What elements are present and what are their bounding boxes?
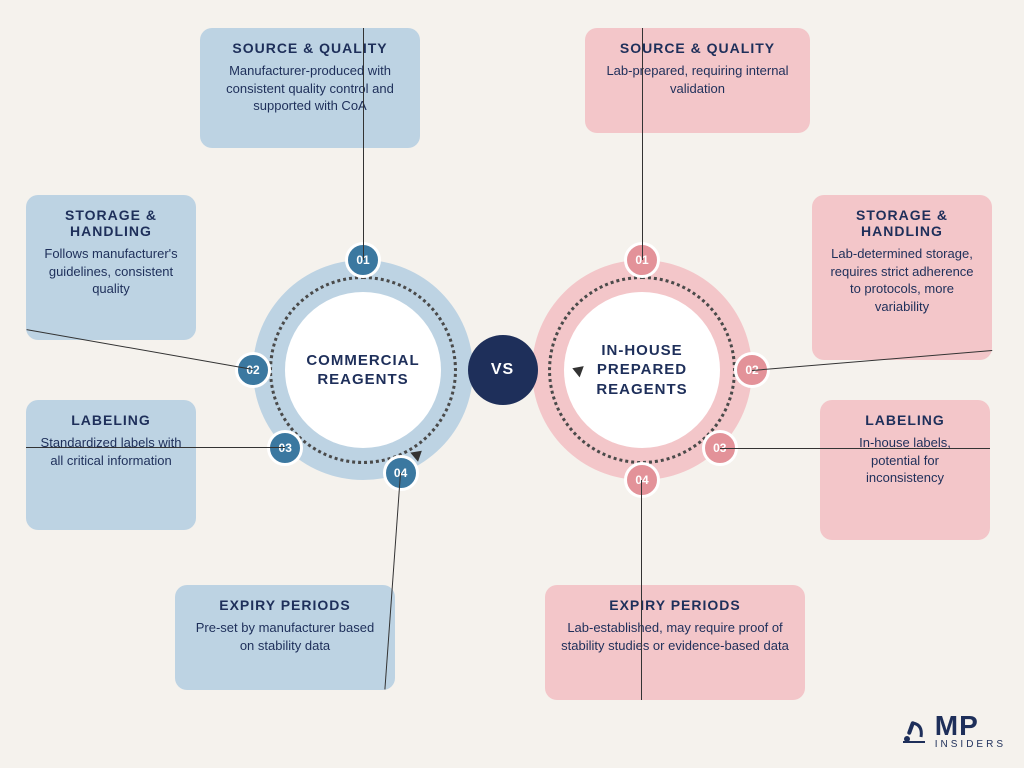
card-title: STORAGE & HANDLING [826, 207, 978, 239]
right-ring-title: IN-HOUSE PREPARED REAGENTS [564, 341, 720, 400]
badge-02: 02 [235, 352, 271, 388]
connector [642, 28, 643, 260]
card-body: Lab-determined storage, requires strict … [826, 245, 978, 315]
card-02: STORAGE & HANDLING Lab-determined storage… [812, 195, 992, 360]
connector [641, 480, 642, 700]
card-body: In-house labels, potential for inconsist… [834, 434, 976, 487]
card-01: SOURCE & QUALITY Lab-prepared, requiring … [585, 28, 810, 133]
card-body: Lab-prepared, requiring internal validat… [599, 62, 796, 97]
connector [363, 28, 364, 260]
connector [26, 447, 285, 448]
right-ring-inner: IN-HOUSE PREPARED REAGENTS [564, 292, 720, 448]
card-03: LABELING Standardized labels with all cri… [26, 400, 196, 530]
card-04: EXPIRY PERIODS Lab-established, may requi… [545, 585, 805, 700]
card-title: EXPIRY PERIODS [189, 597, 381, 613]
badge-04: 04 [624, 462, 660, 498]
card-body: Pre-set by manufacturer based on stabili… [189, 619, 381, 654]
card-01: SOURCE & QUALITY Manufacturer-produced wi… [200, 28, 420, 148]
left-ring-title: COMMERCIAL REAGENTS [285, 351, 441, 390]
card-body: Manufacturer-produced with consistent qu… [214, 62, 406, 115]
card-title: EXPIRY PERIODS [559, 597, 791, 613]
card-title: SOURCE & QUALITY [599, 40, 796, 56]
logo-text: MP [935, 710, 1006, 742]
card-title: LABELING [834, 412, 976, 428]
card-body: Lab-established, may require proof of st… [559, 619, 791, 654]
card-03: LABELING In-house labels, potential for i… [820, 400, 990, 540]
logo-subtext: INSIDERS [935, 739, 1006, 750]
vs-label: VS [491, 361, 514, 379]
card-04: EXPIRY PERIODS Pre-set by manufacturer ba… [175, 585, 395, 690]
card-body: Follows manufacturer's guidelines, consi… [40, 245, 182, 298]
card-02: STORAGE & HANDLING Follows manufacturer's… [26, 195, 196, 340]
card-body: Standardized labels with all critical in… [40, 434, 182, 469]
card-title: LABELING [40, 412, 182, 428]
card-title: SOURCE & QUALITY [214, 40, 406, 56]
card-title: STORAGE & HANDLING [40, 207, 182, 239]
left-ring-inner: COMMERCIAL REAGENTS [285, 292, 441, 448]
connector [720, 448, 990, 449]
vs-badge: VS [468, 335, 538, 405]
logo: MP INSIDERS [899, 710, 1006, 750]
microscope-icon [899, 715, 929, 745]
